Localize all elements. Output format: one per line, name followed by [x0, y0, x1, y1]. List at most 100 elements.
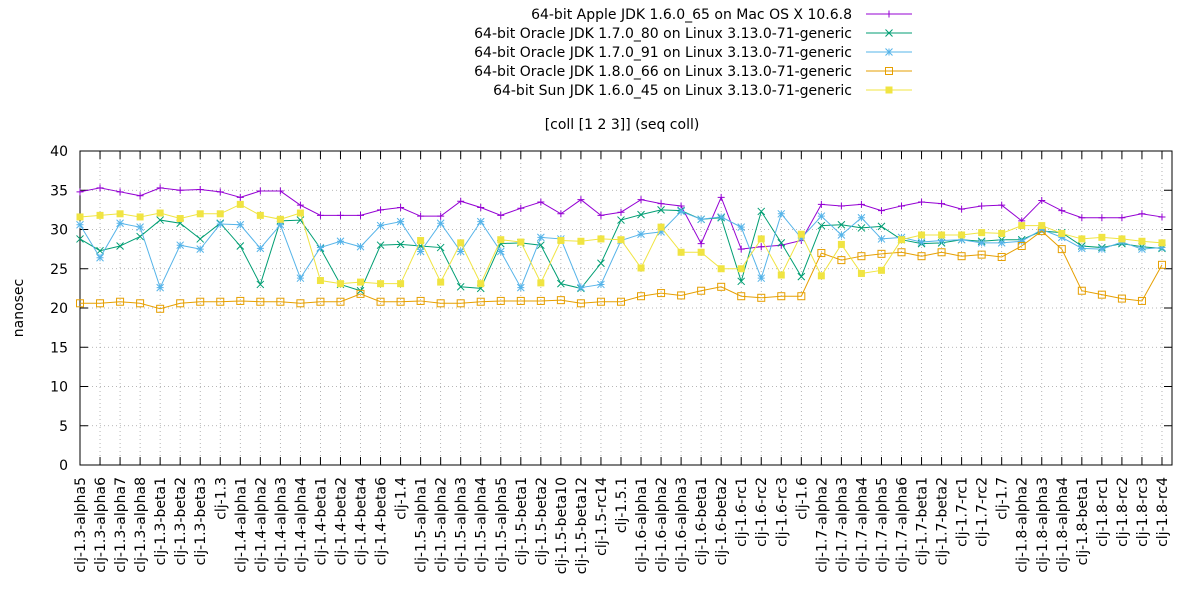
x-tick-label: clj-1.6	[794, 477, 810, 520]
x-tick-label: clj-1.3-alpha7	[113, 477, 129, 573]
data-point	[657, 289, 666, 298]
data-point	[236, 193, 244, 201]
data-point	[377, 206, 385, 214]
data-point	[837, 202, 845, 210]
legend-marker	[885, 29, 893, 37]
data-point	[1138, 237, 1146, 245]
data-point	[857, 269, 865, 277]
x-axis: clj-1.3-alpha5 clj-1.3-alpha6 clj-1.3-alph…	[73, 151, 1171, 574]
data-point	[156, 304, 165, 313]
data-point	[216, 297, 225, 306]
data-point	[296, 299, 305, 308]
x-tick-label: clj-1.5-alpha3	[454, 477, 470, 573]
data-point	[436, 299, 445, 308]
x-tick-label: clj-1.6-alpha3	[674, 477, 690, 573]
data-point	[416, 247, 425, 256]
legend-label: 64-bit Oracle JDK 1.8.0_66 on Linux 3.13…	[474, 64, 852, 80]
data-point	[757, 207, 766, 216]
data-point	[336, 237, 345, 246]
data-point	[1098, 233, 1106, 241]
data-point	[1118, 214, 1126, 222]
data-point	[637, 230, 645, 239]
y-tick-label: 30	[50, 223, 68, 239]
data-point	[557, 279, 565, 288]
data-point	[416, 296, 425, 305]
data-point	[376, 241, 385, 250]
data-point	[437, 278, 445, 286]
data-point	[116, 210, 124, 218]
data-point	[236, 296, 245, 305]
data-point	[496, 247, 505, 256]
data-point	[497, 211, 505, 219]
data-point	[917, 238, 926, 246]
data-point	[797, 230, 805, 238]
data-point	[697, 240, 705, 248]
data-point	[898, 202, 906, 210]
data-point	[536, 296, 545, 305]
data-point	[616, 297, 625, 306]
data-point	[517, 204, 525, 212]
data-point	[697, 248, 705, 256]
data-point	[697, 286, 706, 295]
data-point	[577, 283, 585, 292]
data-point	[156, 216, 165, 224]
data-point	[437, 212, 445, 220]
data-point	[296, 274, 305, 283]
data-point	[857, 213, 866, 222]
data-point	[777, 271, 785, 279]
data-point	[817, 200, 825, 208]
data-point	[717, 213, 726, 221]
data-point	[1118, 235, 1126, 243]
x-tick-label: clj-1.7-rc1	[955, 477, 971, 547]
data-point	[918, 231, 926, 239]
data-point	[677, 248, 685, 256]
data-point	[596, 297, 605, 306]
data-point	[737, 223, 746, 231]
y-axis-label: nanosec	[11, 279, 27, 338]
data-point	[316, 297, 325, 306]
x-tick-label: clj-1.8-alpha4	[1055, 477, 1071, 573]
x-tick-label: clj-1.8-rc4	[1155, 477, 1171, 547]
data-point	[757, 293, 766, 302]
data-point	[336, 211, 344, 219]
x-tick-label: clj-1.6-beta1	[694, 477, 710, 565]
data-point	[516, 283, 525, 292]
data-point	[877, 222, 886, 231]
data-point	[977, 250, 986, 259]
x-tick-label: clj-1.7-alpha4	[854, 477, 870, 573]
data-point	[256, 211, 264, 219]
data-point	[1158, 239, 1166, 247]
y-tick-label: 5	[59, 419, 68, 435]
data-point	[296, 209, 304, 217]
x-tick-label: clj-1.5.1	[614, 477, 630, 533]
x-tick-label: clj-1.8-rc2	[1115, 477, 1131, 547]
data-point	[937, 248, 946, 257]
data-point	[877, 235, 886, 243]
x-tick-label: clj-1.8-beta1	[1075, 477, 1091, 565]
x-tick-label: clj-1.8-alpha2	[1015, 477, 1031, 573]
data-point	[837, 256, 846, 265]
data-point	[857, 200, 865, 208]
data-point	[356, 242, 365, 251]
data-point	[1137, 296, 1146, 305]
x-tick-label: clj-1.8-rc1	[1095, 477, 1111, 547]
data-point	[76, 299, 84, 308]
data-point	[96, 299, 105, 308]
data-point	[757, 274, 766, 283]
data-point	[196, 235, 205, 243]
data-point	[717, 265, 725, 273]
data-point	[1017, 237, 1026, 246]
x-tick-label: clj-1.5-beta2	[534, 477, 550, 565]
data-point	[1138, 210, 1146, 218]
legend: 64-bit Apple JDK 1.6.0_65 on Mac OS X 10…	[474, 7, 912, 99]
data-point	[276, 215, 284, 223]
data-point	[577, 196, 585, 204]
data-point	[737, 245, 745, 253]
data-point	[897, 248, 906, 257]
data-point	[637, 292, 646, 301]
data-point	[336, 280, 344, 288]
data-point	[958, 231, 966, 239]
data-point	[737, 292, 746, 301]
data-point	[898, 236, 906, 244]
